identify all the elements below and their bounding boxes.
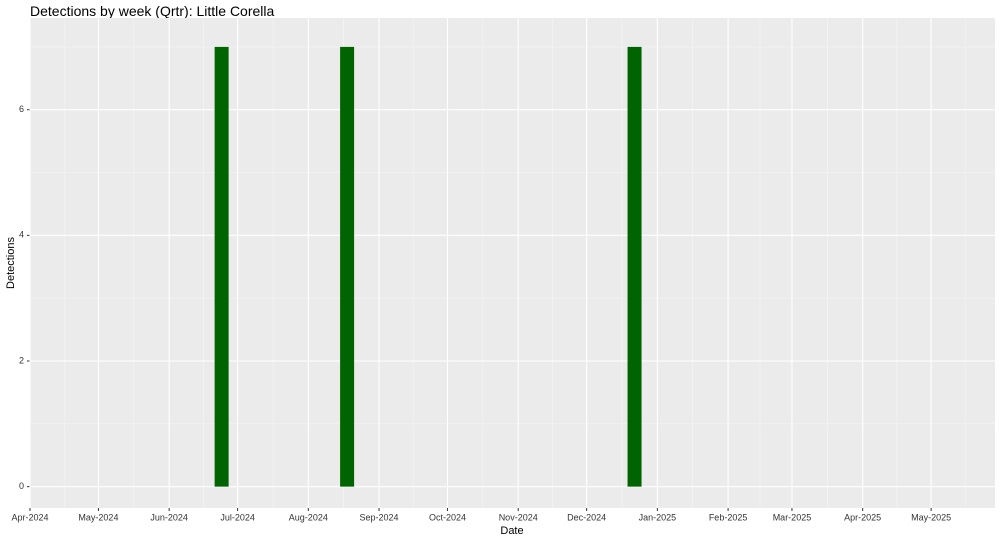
x-tick-label: May-2024 bbox=[78, 512, 118, 522]
bar bbox=[627, 46, 642, 487]
bar bbox=[340, 46, 355, 487]
x-tick-label: May-2025 bbox=[911, 512, 951, 522]
x-tick-label: Jan-2025 bbox=[639, 512, 677, 522]
x-tick-label: Sep-2024 bbox=[360, 512, 399, 522]
y-tick-label: 2 bbox=[19, 355, 24, 365]
y-axis-title: Detections bbox=[5, 237, 17, 289]
bar bbox=[214, 46, 229, 487]
x-tick-label: Apr-2024 bbox=[11, 512, 48, 522]
x-axis-title: Date bbox=[500, 525, 523, 537]
y-tick-label: 4 bbox=[19, 230, 24, 240]
x-tick-label: Mar-2025 bbox=[773, 512, 812, 522]
x-tick-label: Aug-2024 bbox=[289, 512, 328, 522]
chart-title: Detections by week (Qrtr): Little Corell… bbox=[30, 3, 275, 19]
x-tick-label: Feb-2025 bbox=[709, 512, 748, 522]
x-tick-label: Dec-2024 bbox=[567, 512, 606, 522]
x-tick-label: Nov-2024 bbox=[499, 512, 538, 522]
y-tick-label: 6 bbox=[19, 104, 24, 114]
y-tick-label: 0 bbox=[19, 481, 24, 491]
x-tick-label: Jun-2024 bbox=[150, 512, 188, 522]
x-tick-label: Apr-2025 bbox=[844, 512, 881, 522]
x-tick-label: Jul-2024 bbox=[220, 512, 255, 522]
x-tick-label: Oct-2024 bbox=[429, 512, 466, 522]
plot-panel bbox=[30, 18, 995, 508]
